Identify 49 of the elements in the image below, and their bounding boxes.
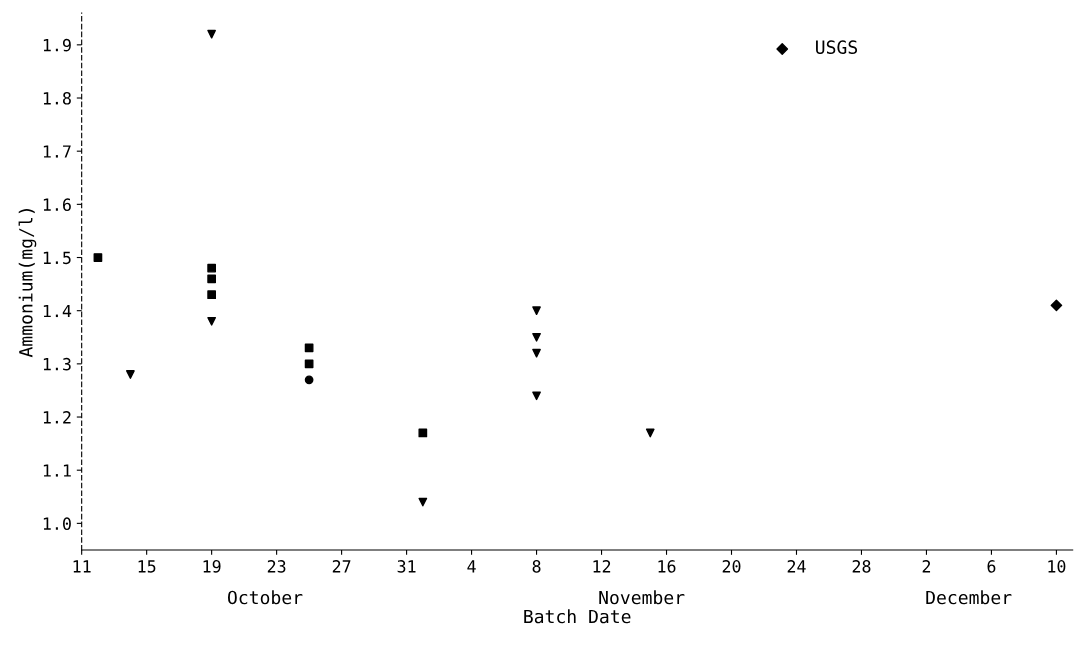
point bbox=[532, 391, 541, 401]
x-tick-label: 20 bbox=[722, 560, 741, 573]
point bbox=[532, 348, 541, 358]
text: November bbox=[599, 590, 685, 605]
x-axis-title: Batch Date bbox=[524, 609, 631, 624]
x-tick-label: 15 bbox=[138, 560, 156, 573]
x-tick-label: 31 bbox=[397, 560, 416, 573]
point bbox=[532, 332, 541, 342]
x-tick-label: 11 bbox=[73, 560, 91, 573]
point bbox=[418, 497, 428, 507]
point bbox=[207, 263, 217, 273]
x-tick-label: 6 bbox=[987, 560, 996, 573]
point bbox=[207, 316, 217, 326]
x-tick-label: 10 bbox=[1048, 560, 1066, 573]
point bbox=[126, 370, 135, 379]
y-tick-label: 1.9 bbox=[43, 38, 71, 52]
point bbox=[304, 375, 314, 385]
x-tick-label: 24 bbox=[787, 560, 806, 573]
y-axis-title: Ammonium(mg/l) bbox=[18, 209, 37, 358]
y-tick-label: 1.6 bbox=[43, 198, 71, 211]
x-tick-label: 27 bbox=[332, 560, 351, 573]
y-tick-label: 1.2 bbox=[43, 411, 71, 424]
point bbox=[418, 428, 428, 438]
point bbox=[207, 274, 217, 284]
y-tick-label: 1.1 bbox=[43, 464, 71, 477]
y-tick-label: 1.7 bbox=[43, 145, 71, 158]
x-tick-label: 16 bbox=[658, 560, 676, 573]
y-tick-label: 1.3 bbox=[43, 357, 71, 371]
point bbox=[207, 290, 217, 300]
x-tick-label: 28 bbox=[852, 560, 871, 573]
point bbox=[532, 306, 541, 316]
point bbox=[645, 428, 655, 438]
text: October bbox=[228, 590, 303, 605]
y-tick-label: 1.8 bbox=[43, 92, 71, 105]
x-tick-label: 23 bbox=[267, 560, 286, 573]
y-tick-label: 1.5 bbox=[43, 251, 71, 265]
x-tick-label: 4 bbox=[467, 560, 476, 573]
point bbox=[207, 29, 217, 39]
x-tick-label: 12 bbox=[593, 560, 611, 573]
legend-label: USGS bbox=[816, 40, 858, 54]
y-tick-label: 1.0 bbox=[43, 517, 71, 530]
point bbox=[93, 253, 103, 262]
text: December bbox=[926, 590, 1012, 605]
x-tick-label: 2 bbox=[922, 560, 931, 573]
point bbox=[1050, 299, 1063, 312]
x-tick-label: 8 bbox=[532, 560, 541, 573]
y-tick-label: 1.4 bbox=[43, 304, 72, 318]
point bbox=[304, 359, 314, 369]
x-tick-label: 19 bbox=[203, 560, 221, 573]
